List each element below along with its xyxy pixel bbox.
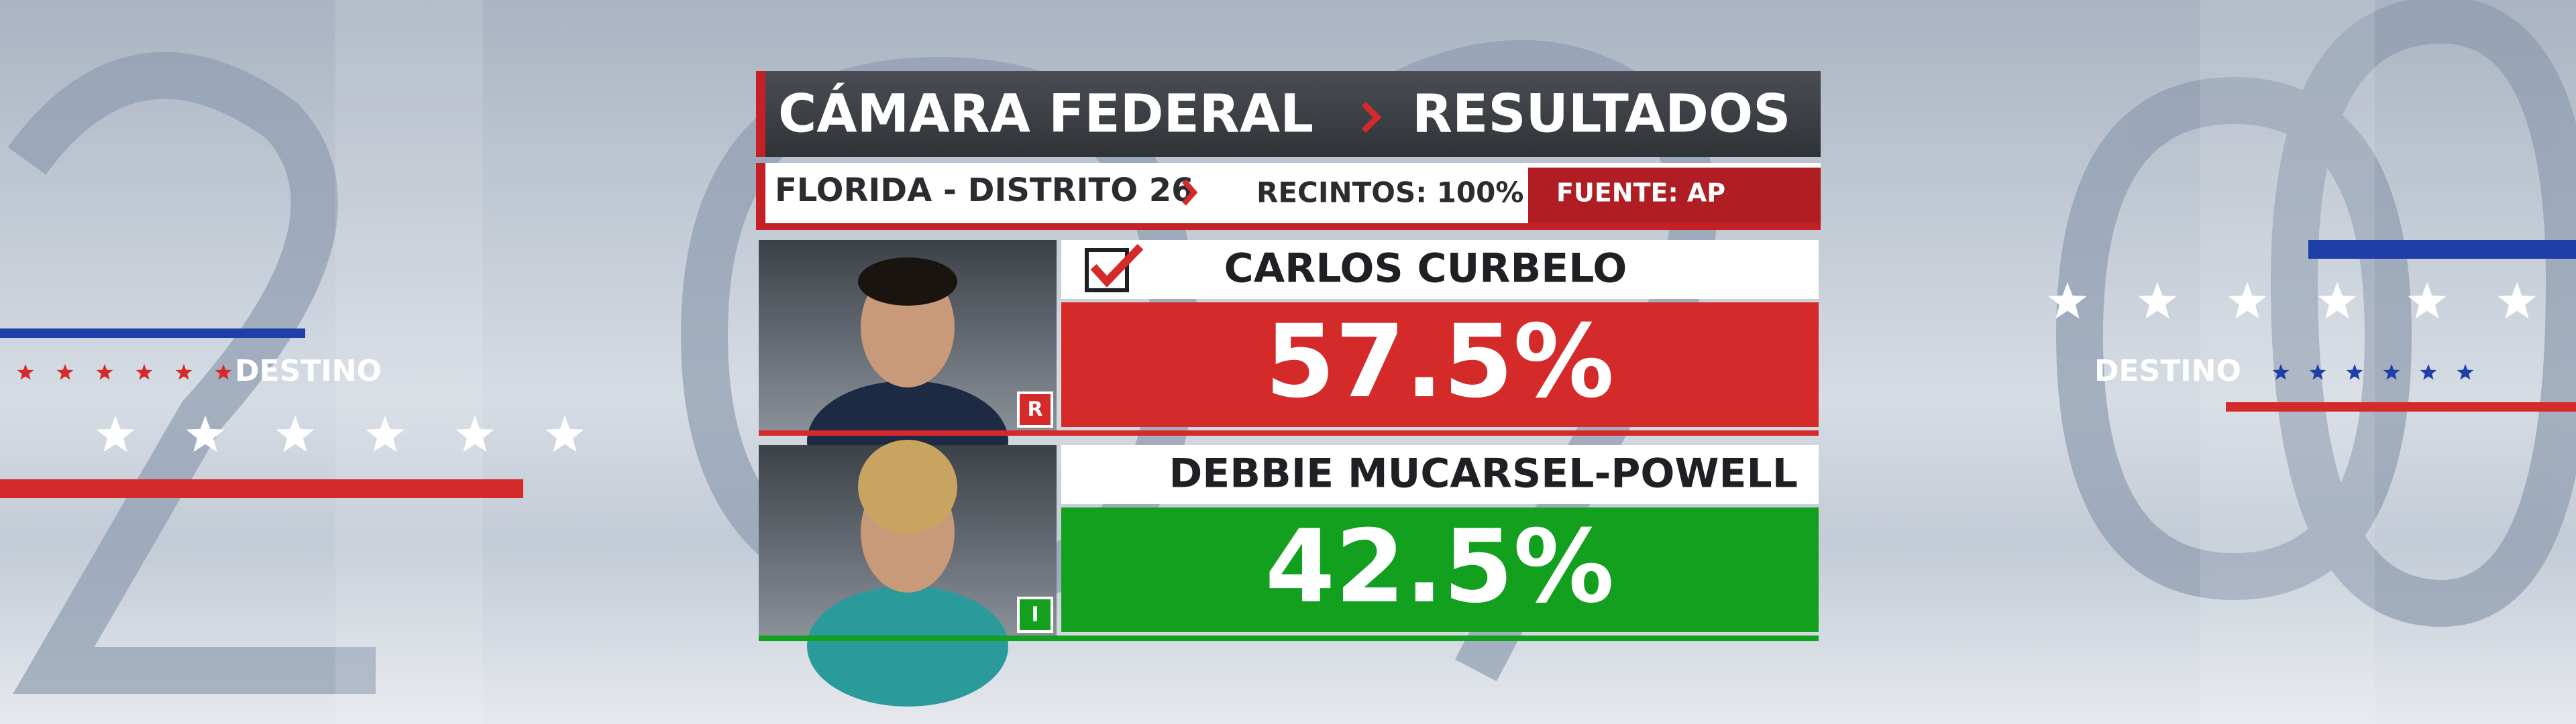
star (2457, 364, 2474, 380)
source-box (1528, 168, 1821, 223)
star (366, 416, 405, 452)
source: FUENTE: AP (1556, 178, 1725, 208)
star (2383, 364, 2400, 380)
star (276, 416, 315, 452)
star (136, 364, 153, 380)
result: 57.5% (1265, 304, 1614, 420)
subheader-line (765, 223, 1821, 230)
subheader-accent (756, 163, 765, 230)
race-name: FLORIDA - DISTRITO 26 (775, 172, 1194, 209)
blue-stripe (2308, 240, 2576, 259)
star (2408, 282, 2447, 319)
brand-text: DESTINO (2094, 354, 2241, 388)
star (96, 364, 113, 380)
red-stripe (0, 479, 523, 498)
winner-check (1090, 243, 1144, 288)
results: R CARLOS CURBELO 57.5% I DEBBIE MUCARSEL-POW… (759, 240, 1819, 707)
result: 42.5% (1265, 509, 1614, 625)
star (186, 416, 225, 452)
decor-panel (335, 0, 483, 724)
photo-hair (858, 257, 957, 306)
photo-body (807, 586, 1008, 707)
star (545, 416, 584, 452)
star (2498, 282, 2536, 319)
star (2228, 282, 2267, 319)
star (455, 416, 494, 452)
result-bar (1061, 302, 1819, 427)
blue-stripe (0, 328, 305, 338)
candidate-name: DEBBIE MUCARSEL-POWELL (1169, 450, 1799, 497)
decor-panel (2200, 0, 2375, 724)
star (17, 364, 34, 380)
star (175, 364, 193, 380)
photo-hair (858, 440, 957, 534)
party-badge (1017, 597, 1053, 633)
name-bar (1061, 240, 1819, 299)
star (56, 364, 74, 380)
red-stripe (2226, 402, 2576, 412)
header-bar (756, 71, 1821, 157)
candidate-name: CARLOS CURBELO (1224, 245, 1627, 292)
star (2318, 282, 2357, 319)
header-title: CÁMARA FEDERAL (778, 82, 1313, 144)
result-line (759, 430, 1819, 436)
star (2420, 364, 2437, 380)
party-badge (1017, 391, 1053, 428)
star (2138, 282, 2177, 319)
star (2048, 282, 2087, 319)
chevron (1182, 179, 1198, 206)
header-section: RESULTADOS (1412, 84, 1790, 144)
party: R (1027, 398, 1042, 422)
chevron (1361, 101, 1382, 133)
star (2309, 364, 2326, 380)
precincts: RECINTOS: 100% (1256, 176, 1523, 209)
star (2272, 364, 2290, 380)
brand-text: DESTINO (235, 354, 382, 388)
result-bar (1061, 507, 1819, 632)
party: I (1031, 603, 1038, 627)
header-accent (756, 71, 765, 157)
stars (17, 282, 2536, 452)
star (96, 416, 135, 452)
name-bar (1061, 445, 1819, 504)
star (2346, 364, 2363, 380)
result-line (759, 636, 1819, 641)
star (215, 364, 232, 380)
